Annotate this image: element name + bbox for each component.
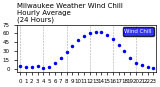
Text: Milwaukee Weather Wind Chill
Hourly Average
(24 Hours): Milwaukee Weather Wind Chill Hourly Aver… (17, 3, 123, 23)
Legend: Wind Chill: Wind Chill (123, 27, 154, 36)
